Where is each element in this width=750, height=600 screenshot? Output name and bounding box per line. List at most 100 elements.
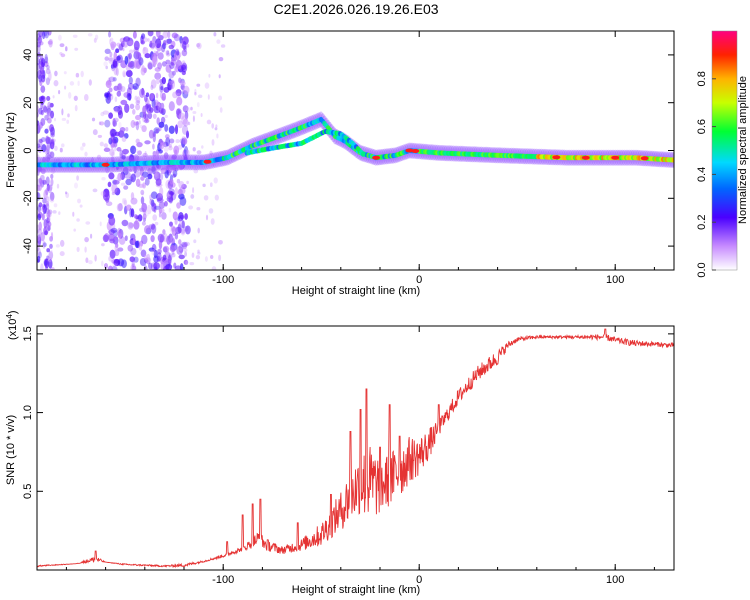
spectrogram-speckle [147, 100, 151, 105]
spectrogram-speckle [156, 31, 161, 38]
spectrogram-ridge [37, 111, 674, 173]
spectrogram-speckle [186, 43, 190, 48]
spectrogram-speckle [50, 143, 54, 148]
spectrogram-speckle [37, 138, 43, 148]
ridge-hotspot [640, 156, 649, 161]
spectrogram-speckle [47, 215, 51, 222]
spectrogram-speckle [155, 105, 160, 111]
spectrogram-speckle [195, 255, 201, 260]
spectrogram-speckle [158, 240, 163, 250]
spectrogram-speckle [116, 147, 122, 152]
spectrogram-speckle [178, 211, 184, 222]
x-tick-label: 100 [606, 574, 624, 586]
spectrogram-speckle [56, 158, 61, 163]
spectrogram-speckle [214, 194, 219, 201]
spectrogram-speckle [112, 262, 118, 270]
spectrogram-speckle [123, 72, 126, 78]
spectrogram-speckle [132, 238, 136, 245]
spectrogram-speckle [156, 117, 160, 125]
spectrogram-speckle [146, 253, 151, 262]
spectrogram-speckle [39, 178, 43, 187]
spectrogram-speckle [104, 119, 111, 128]
spectrogram-speckle [140, 196, 145, 205]
spectrogram-speckle [52, 210, 57, 214]
spectrogram-speckle [142, 171, 149, 178]
spectrogram-speckle [168, 166, 172, 174]
spectrogram-speckle [127, 222, 134, 230]
spectrogram-speckle [122, 47, 125, 52]
spectrogram-speckle [134, 240, 139, 249]
spectrogram-speckle [128, 52, 132, 60]
spectrogram-speckle [186, 149, 190, 157]
spectrogram-speckle [69, 81, 75, 86]
colorbar-tick-label: 0.0 [696, 262, 708, 277]
spectrogram-speckle [121, 198, 125, 205]
y-tick-label: -20 [22, 190, 34, 206]
spectrogram-speckle [112, 117, 116, 127]
spectrogram-speckle [168, 125, 175, 134]
spectrogram-speckle [174, 244, 179, 251]
spectrogram-speckle [151, 223, 157, 234]
spectrogram-speckle [42, 31, 46, 40]
spectrogram-speckle [48, 71, 52, 82]
spectrogram-speckle [77, 198, 81, 204]
spectrogram-speckle [47, 212, 52, 218]
x-tick-label: -100 [212, 274, 234, 286]
spectrogram-speckle [46, 105, 51, 113]
spectrogram-speckle [163, 152, 169, 160]
spectrogram-speckle [181, 183, 187, 190]
spectrogram-speckle [203, 195, 209, 201]
spectrogram-speckle [76, 246, 80, 252]
spectrogram-speckle [218, 74, 221, 79]
spectrogram-speckle [43, 105, 48, 113]
spectrogram-speckle [220, 44, 226, 48]
spectrogram-speckle [46, 107, 52, 117]
spectrogram-speckle [102, 110, 110, 115]
spectrogram-speckle [118, 43, 124, 51]
spectrogram-speckle [144, 150, 147, 156]
spectrogram-speckle [190, 194, 195, 199]
spectrogram-speckle [118, 121, 122, 129]
spectrogram-speckle [40, 95, 46, 100]
spectrogram-speckle [52, 95, 55, 99]
spectrogram-speckle [109, 238, 116, 244]
spectrogram-speckle [125, 69, 133, 78]
spectrogram-speckle [55, 244, 60, 248]
spectrogram-speckle [46, 217, 50, 224]
spectrogram-speckle [47, 151, 53, 156]
spectrogram-speckle [150, 191, 158, 200]
spectrogram-speckle [133, 220, 140, 230]
spectrogram-speckle [85, 257, 89, 264]
spectrogram-speckle [130, 263, 136, 270]
spectrogram-speckle [123, 36, 131, 42]
spectrogram-speckle [99, 141, 104, 147]
spectrogram-speckle [142, 213, 147, 220]
spectrogram-speckle [47, 117, 52, 124]
spectrogram-speckle [122, 70, 127, 78]
spectrogram-speckle [166, 193, 172, 199]
spectrogram-speckle [121, 219, 129, 227]
spectrogram-speckle [177, 247, 182, 251]
spectrogram-speckle [117, 83, 122, 91]
spectrogram-speckle [136, 96, 141, 104]
spectrogram-speckle [44, 53, 48, 64]
spectrogram-speckle [157, 233, 165, 243]
spectrogram-speckle [108, 229, 115, 235]
spectrogram-speckle [204, 256, 208, 262]
spectrogram-speckle [171, 249, 175, 255]
spectrogram-speckle [164, 39, 170, 46]
spectrogram-speckle [50, 192, 55, 201]
ridge-hotspot [203, 159, 212, 164]
y-tick-label: 0.5 [22, 484, 34, 499]
spectrogram-speckle [122, 166, 129, 176]
spectrogram-speckle [79, 204, 83, 208]
spectrogram-speckle [194, 91, 197, 96]
snr-series-line [37, 328, 674, 569]
spectrogram-speckle [135, 77, 141, 87]
spectrogram-speckle [201, 145, 204, 149]
spectrogram-speckle [210, 218, 215, 225]
spectrogram-speckle [113, 106, 121, 112]
spectrogram-speckle [167, 254, 172, 265]
spectrogram-speckle [44, 114, 49, 121]
spectrogram-speckle [158, 208, 163, 214]
